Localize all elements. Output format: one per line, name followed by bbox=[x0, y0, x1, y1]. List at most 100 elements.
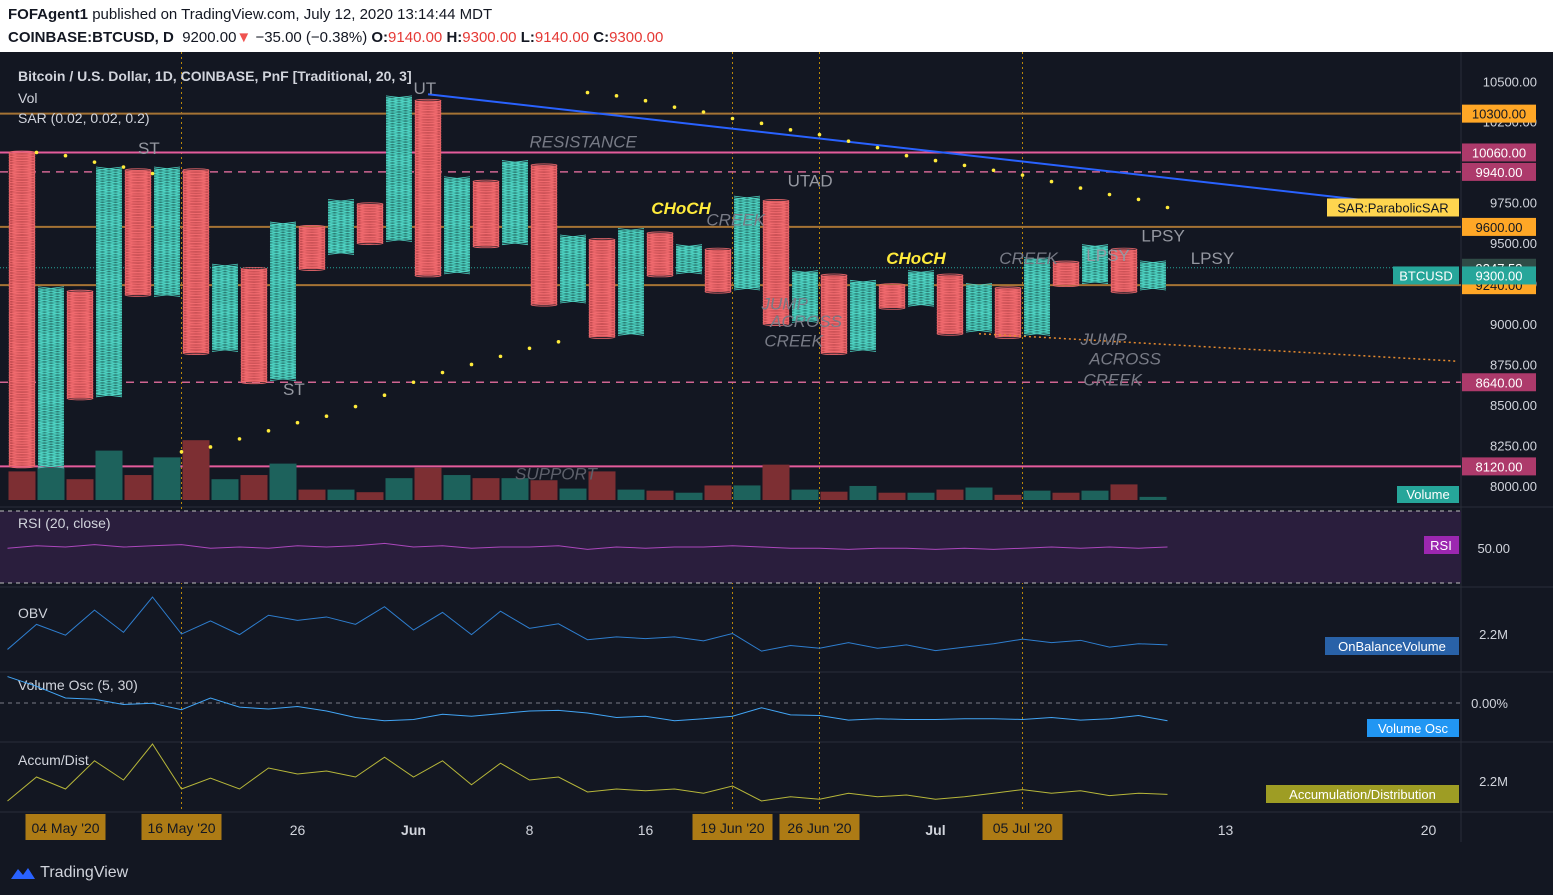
pnf-x-mark bbox=[327, 239, 355, 244]
author-name[interactable]: FOFAgent1 bbox=[8, 6, 89, 23]
pnf-x-mark bbox=[443, 182, 471, 187]
volume-bar bbox=[356, 492, 384, 500]
pnf-x-mark bbox=[675, 268, 703, 273]
volume-bar bbox=[414, 467, 442, 500]
pnf-x-mark bbox=[153, 237, 181, 242]
pnf-x-mark bbox=[1139, 283, 1167, 288]
pnf-x-mark bbox=[733, 197, 761, 202]
pnf-x-mark bbox=[153, 254, 181, 259]
price-change: −35.00 (−0.38%) bbox=[255, 29, 368, 46]
pnf-x-mark bbox=[617, 244, 645, 249]
pnf-x-mark bbox=[211, 331, 239, 336]
pnf-x-mark bbox=[385, 148, 413, 153]
pnf-o-mark bbox=[414, 271, 442, 276]
pnf-x-mark bbox=[1023, 315, 1051, 320]
pnf-x-mark bbox=[269, 294, 297, 299]
pnf-x-mark bbox=[95, 184, 123, 189]
pnf-x-mark bbox=[559, 260, 587, 265]
pnf-x-mark bbox=[443, 190, 471, 195]
level-price-tag-text: 9600.00 bbox=[1476, 220, 1523, 235]
volume-bar bbox=[501, 478, 529, 500]
pnf-x-mark bbox=[269, 275, 297, 280]
pnf-x-mark bbox=[1139, 265, 1167, 270]
pnf-x-mark bbox=[327, 213, 355, 218]
last-price: 9200.00 bbox=[182, 29, 237, 46]
pnf-x-mark bbox=[443, 252, 471, 257]
pnf-x-mark bbox=[501, 213, 529, 218]
accum-name-tag-text: Accumulation/Distribution bbox=[1289, 787, 1436, 802]
symbol-name-tag-bg bbox=[1393, 266, 1459, 285]
pnf-x-mark bbox=[1139, 286, 1167, 291]
pnf-x-mark bbox=[965, 317, 993, 322]
pnf-o-column bbox=[240, 267, 268, 385]
pnf-x-mark bbox=[211, 302, 239, 307]
pnf-x-mark bbox=[385, 229, 413, 234]
pnf-x-mark bbox=[95, 378, 123, 383]
pnf-x-mark bbox=[907, 271, 935, 276]
pnf-x-mark bbox=[327, 211, 355, 216]
trendline bbox=[427, 93, 1458, 212]
pnf-x-mark bbox=[733, 213, 761, 218]
pnf-x-mark bbox=[849, 326, 877, 331]
pnf-x-mark bbox=[37, 449, 65, 454]
pnf-x-mark bbox=[211, 317, 239, 322]
pnf-x-mark bbox=[37, 454, 65, 459]
pnf-x-mark bbox=[95, 334, 123, 339]
pnf-x-mark bbox=[269, 241, 297, 246]
pnf-x-mark bbox=[733, 270, 761, 275]
vosc-name-tag-text: Volume Osc bbox=[1378, 721, 1449, 736]
pnf-x-mark bbox=[849, 297, 877, 302]
pnf-x-mark bbox=[1023, 312, 1051, 317]
publish-info: published on TradingView.com, July 12, 2… bbox=[92, 6, 493, 23]
pnf-x-mark bbox=[95, 211, 123, 216]
pnf-x-mark bbox=[95, 321, 123, 327]
pnf-x-mark bbox=[733, 223, 761, 228]
pnf-x-mark bbox=[37, 386, 65, 391]
tradingview-logo[interactable]: TradingView bbox=[10, 864, 128, 882]
pnf-x-mark bbox=[791, 305, 819, 310]
symbol-name-tag-text: BTCUSD bbox=[1399, 268, 1452, 283]
pnf-x-mark bbox=[443, 210, 471, 215]
pnf-x-mark bbox=[153, 279, 181, 284]
pnf-o-column bbox=[356, 202, 384, 245]
pnf-x-mark bbox=[617, 288, 645, 293]
pnf-x-mark bbox=[849, 343, 877, 348]
pnf-x-mark bbox=[849, 346, 877, 351]
pnf-o-mark bbox=[1052, 283, 1080, 288]
pnf-x-mark bbox=[501, 181, 529, 186]
pnf-x-mark bbox=[95, 284, 123, 289]
pnf-x-mark bbox=[1023, 299, 1051, 304]
pnf-x-mark bbox=[907, 273, 935, 278]
pnf-x-mark bbox=[849, 296, 877, 301]
time-axis-date-tag-bg bbox=[982, 814, 1063, 840]
chart-canvas[interactable]: UTSTSTRESISTANCESUPPORTCHoCHCREEKUTADJUM… bbox=[0, 52, 1553, 852]
pnf-x-mark bbox=[37, 297, 65, 302]
pnf-x-mark bbox=[733, 199, 761, 204]
pnf-o-mark bbox=[588, 335, 616, 339]
pnf-x-mark bbox=[443, 184, 471, 189]
pnf-x-mark bbox=[95, 218, 123, 223]
pnf-o-column bbox=[762, 199, 790, 326]
pnf-x-mark bbox=[327, 199, 355, 204]
pnf-x-mark bbox=[501, 211, 529, 216]
sar-dot bbox=[962, 163, 967, 168]
pnf-x-column bbox=[791, 270, 819, 323]
pnf-x-mark bbox=[269, 352, 297, 357]
pnf-x-mark bbox=[385, 237, 413, 242]
pnf-x-mark bbox=[269, 231, 297, 236]
pnf-x-mark bbox=[733, 271, 761, 276]
annotation-label: JUMP bbox=[1080, 330, 1128, 349]
pnf-x-mark bbox=[965, 297, 993, 302]
pnf-x-mark bbox=[95, 203, 123, 208]
pnf-x-mark bbox=[37, 393, 65, 398]
pnf-x-mark bbox=[385, 226, 413, 231]
pnf-x-mark bbox=[617, 286, 645, 291]
pnf-x-mark bbox=[791, 317, 819, 322]
pnf-o-mark bbox=[704, 289, 732, 294]
sar-dot bbox=[556, 340, 561, 344]
pnf-x-mark bbox=[37, 423, 65, 428]
pnf-x-mark bbox=[501, 186, 529, 191]
pnf-x-mark bbox=[443, 176, 471, 181]
pnf-x-mark bbox=[617, 275, 645, 280]
pnf-x-mark bbox=[849, 315, 877, 320]
